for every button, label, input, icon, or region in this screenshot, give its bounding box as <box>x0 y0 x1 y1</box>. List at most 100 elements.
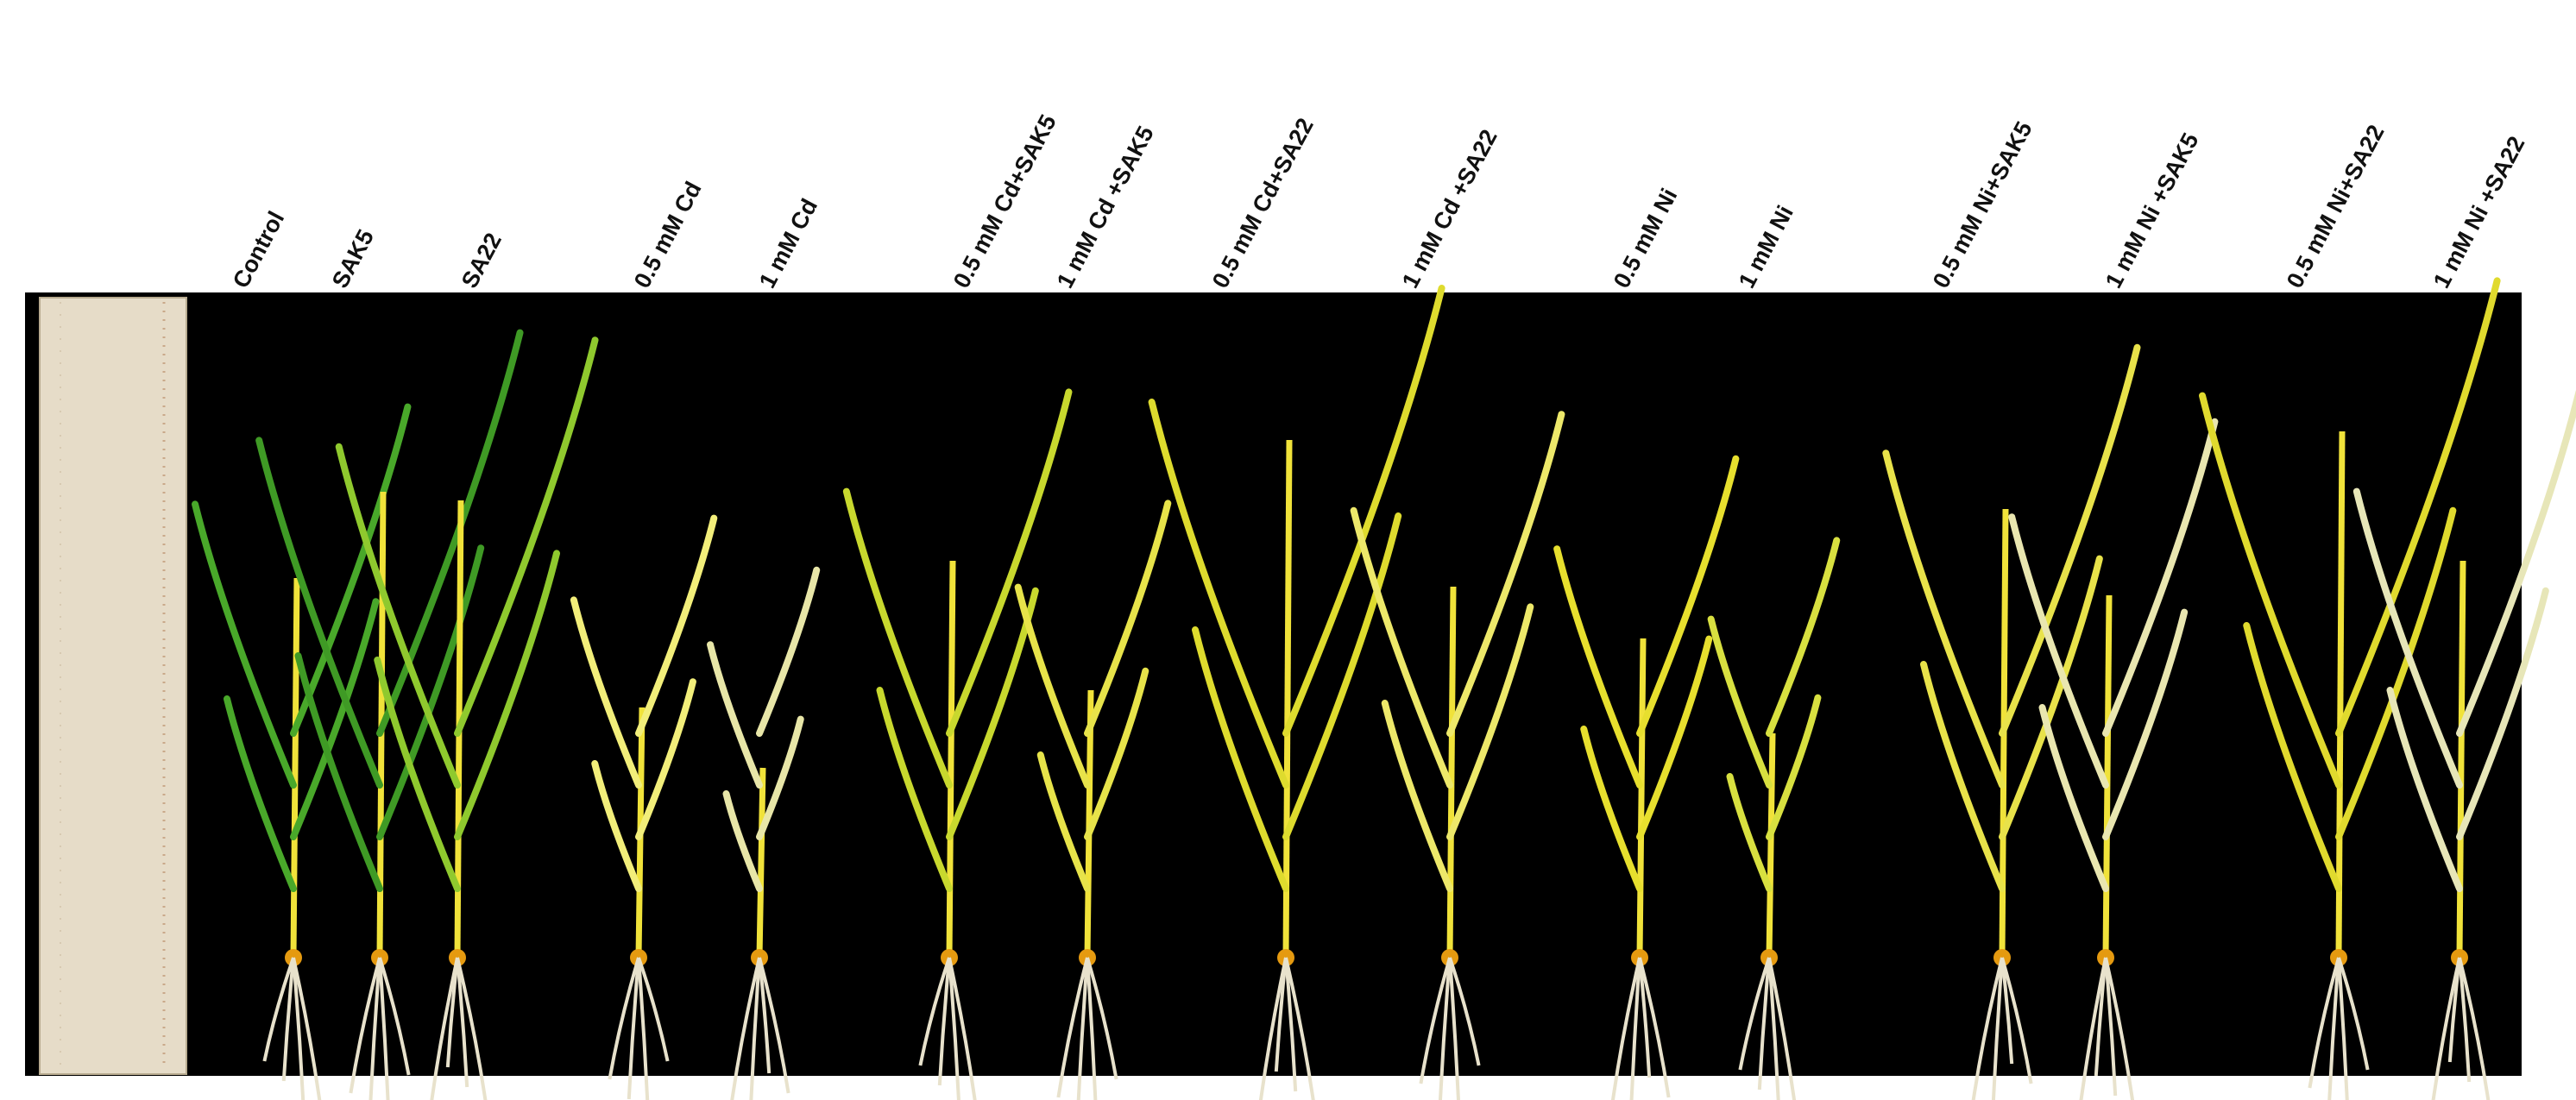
plant <box>570 514 718 1100</box>
leaf <box>224 695 297 892</box>
leaf <box>1553 545 1643 789</box>
treatment-label: 1 mM Ni <box>1734 201 1798 292</box>
root <box>2104 957 2118 1097</box>
leaf <box>335 443 461 789</box>
root <box>918 957 951 1066</box>
leaf <box>1282 512 1402 840</box>
plant <box>192 403 412 1100</box>
leaf <box>2456 587 2549 840</box>
stem <box>2456 560 2466 959</box>
root <box>1056 957 1089 1098</box>
leaf <box>2102 418 2219 737</box>
leaf <box>1766 537 1841 737</box>
root <box>2337 957 2349 1100</box>
root <box>2447 957 2461 1063</box>
root <box>608 957 640 1080</box>
root <box>1971 957 2004 1100</box>
leaf <box>1636 635 1713 840</box>
treatment-label: 1 mM Cd +SAK5 <box>1052 122 1159 292</box>
treatment-label: 0.5 mM Cd <box>629 178 707 292</box>
leaf <box>294 652 383 892</box>
leaf <box>376 329 524 737</box>
plant <box>255 329 524 1100</box>
root <box>281 957 295 1082</box>
leaf <box>2038 704 2109 892</box>
root <box>1991 957 2004 1100</box>
root <box>2104 957 2135 1100</box>
stem <box>2102 594 2113 959</box>
treatment-label: 1 mM Ni +SA22 <box>2428 132 2530 292</box>
leaf <box>635 514 718 737</box>
root <box>2327 957 2340 1100</box>
root <box>1610 957 1641 1100</box>
stem <box>1282 439 1293 959</box>
root <box>262 957 295 1062</box>
root <box>749 957 761 1100</box>
leaf <box>570 596 642 789</box>
stem <box>756 767 766 959</box>
leaf <box>374 657 461 892</box>
root <box>1448 957 1460 1100</box>
root <box>1629 957 1641 1100</box>
plant <box>335 336 599 1100</box>
root <box>378 957 411 1076</box>
root <box>1738 957 1771 1071</box>
plant <box>2008 418 2219 1100</box>
root <box>2000 957 2014 1065</box>
root <box>2308 957 2340 1089</box>
leaf <box>376 544 485 840</box>
stem <box>290 577 300 959</box>
leaf <box>2199 392 2342 789</box>
root <box>445 957 459 1068</box>
plant <box>2352 390 2576 1100</box>
root <box>758 957 790 1094</box>
leaf <box>1999 343 2141 737</box>
plant <box>1553 455 1740 1100</box>
treatment-label: 1 mM Cd +SA22 <box>1397 125 1502 292</box>
leaf <box>290 598 380 840</box>
leaf <box>1999 555 2103 840</box>
leaf <box>1726 773 1773 892</box>
leaf <box>756 566 821 737</box>
stem <box>946 560 956 959</box>
treatment-label: 0.5 mM Cd+SA22 <box>1207 114 1319 292</box>
root <box>2431 957 2461 1100</box>
root <box>2079 957 2107 1100</box>
root <box>937 957 951 1086</box>
root <box>430 957 459 1100</box>
leaf <box>454 550 561 840</box>
root <box>349 957 381 1094</box>
stem <box>1766 732 1776 959</box>
leaf <box>1084 500 1172 737</box>
leaf <box>1192 626 1289 892</box>
stem <box>1446 586 1457 959</box>
root <box>1448 957 1481 1066</box>
leaf <box>1920 661 2006 892</box>
treatment-label: SAK5 <box>327 225 379 292</box>
leaf <box>707 641 763 789</box>
stem <box>1636 638 1647 959</box>
leaf <box>1580 726 1643 892</box>
root <box>1258 957 1288 1100</box>
plant <box>1014 500 1172 1100</box>
root <box>758 957 772 1074</box>
leaf <box>591 760 642 892</box>
root <box>1767 957 1797 1100</box>
root <box>730 957 761 1100</box>
plants <box>192 277 2576 1100</box>
leaf <box>2456 390 2576 737</box>
leaf <box>1084 667 1149 840</box>
leaf <box>1282 285 1445 737</box>
leaf <box>1148 399 1289 789</box>
plant <box>1148 285 1445 1100</box>
root <box>1757 957 1771 1091</box>
root <box>948 957 977 1100</box>
leaf <box>756 715 804 840</box>
plant <box>1882 343 2141 1100</box>
root <box>1086 957 1098 1100</box>
root <box>1767 957 1780 1100</box>
leaf <box>290 403 412 737</box>
root <box>948 957 960 1100</box>
root <box>368 957 381 1100</box>
